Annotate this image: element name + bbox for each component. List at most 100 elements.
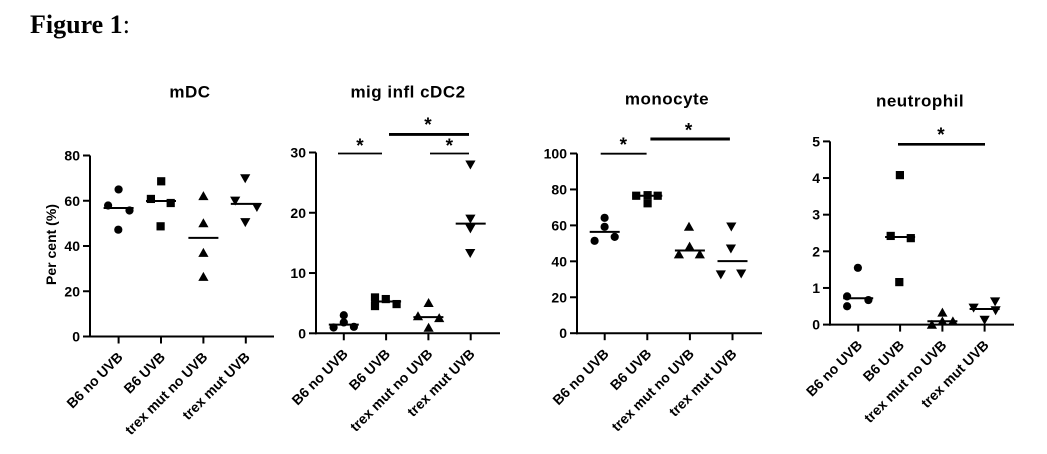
data-point-circle <box>329 323 338 332</box>
data-point-triangle-down <box>465 160 476 170</box>
data-point-triangle-down <box>990 306 1001 316</box>
figure-label: Figure 1: <box>30 10 130 40</box>
panel-title: mDC <box>169 83 210 102</box>
data-point-triangle-up <box>198 271 209 281</box>
data-point-triangle-down <box>230 196 241 206</box>
y-tick-label: 40 <box>551 253 567 269</box>
data-point-circle <box>339 311 348 320</box>
series-square <box>632 191 663 208</box>
significance-asterisk: * <box>685 120 693 141</box>
significance-asterisk: * <box>424 115 432 136</box>
data-point-triangle-down <box>465 249 476 259</box>
data-point-triangle-up <box>423 322 434 332</box>
panel-title: neutrophil <box>876 92 964 111</box>
data-point-triangle-up <box>423 297 434 307</box>
data-point-square <box>146 194 155 204</box>
data-point-triangle-down <box>240 174 251 184</box>
x-category-label: B6 no UVB <box>63 349 125 411</box>
data-point-triangle-up <box>683 221 695 231</box>
data-point-square <box>381 294 390 304</box>
x-category-label: B6 no UVB <box>549 346 611 408</box>
y-tick-label: 0 <box>298 325 306 341</box>
x-category-label: B6 no UVB <box>803 337 865 399</box>
data-point-triangle-up <box>937 316 948 326</box>
data-point-triangle-up <box>412 311 424 321</box>
data-point-square <box>643 191 652 200</box>
data-point-triangle-down <box>726 222 737 232</box>
data-point-triangle-down <box>725 244 736 254</box>
data-point-triangle-up <box>198 218 209 228</box>
figure-label-bold: Figure 1 <box>30 10 123 39</box>
data-point-square <box>895 277 904 287</box>
series-triangle-down <box>230 174 262 228</box>
figure-label-colon: : <box>122 10 130 39</box>
data-point-square <box>886 231 895 241</box>
series-circle <box>589 213 620 245</box>
data-point-circle <box>600 213 609 222</box>
y-tick-label: 0 <box>812 317 820 333</box>
data-point-triangle-down <box>251 202 262 212</box>
data-point-circle <box>349 322 358 331</box>
significance-asterisk: * <box>356 136 364 157</box>
data-point-square <box>653 191 662 200</box>
data-point-square <box>157 177 166 186</box>
data-point-triangle-down <box>968 303 979 313</box>
significance-asterisk: * <box>937 125 945 146</box>
y-tick-label: 2 <box>812 243 820 259</box>
data-point-triangle-up <box>673 249 684 259</box>
data-point-triangle-up <box>947 316 958 326</box>
y-tick-label: 60 <box>551 217 567 233</box>
data-point-triangle-up <box>926 319 937 329</box>
series-circle <box>103 185 134 234</box>
x-category-label: B6 no UVB <box>288 346 350 408</box>
data-point-circle <box>114 225 123 234</box>
data-point-circle <box>843 292 852 301</box>
y-tick-label: 20 <box>64 283 80 299</box>
series-triangle-up <box>926 307 958 329</box>
y-tick-label: 3 <box>812 207 820 223</box>
series-triangle-down <box>455 160 486 259</box>
data-point-circle <box>610 232 619 241</box>
y-tick-label: 10 <box>290 265 306 281</box>
series-circle <box>843 263 874 311</box>
data-point-triangle-down <box>979 315 990 325</box>
data-point-triangle-down <box>715 270 726 280</box>
data-point-triangle-up <box>694 249 705 259</box>
data-point-triangle-down <box>465 214 476 224</box>
data-point-triangle-down <box>990 297 1001 307</box>
significance-asterisk: * <box>446 136 454 157</box>
data-point-circle <box>843 302 852 311</box>
data-point-square <box>156 222 165 231</box>
y-tick-label: 20 <box>290 205 306 221</box>
series-circle <box>328 311 359 332</box>
data-point-triangle-down <box>736 269 747 279</box>
data-point-triangle-down <box>240 218 251 228</box>
y-tick-label: 80 <box>551 181 567 197</box>
y-tick-label: 0 <box>72 329 80 345</box>
data-point-square <box>370 301 380 311</box>
data-point-square <box>392 299 401 309</box>
data-point-triangle-up <box>198 247 209 257</box>
data-point-triangle-up <box>684 241 695 251</box>
series-square <box>146 177 176 231</box>
data-point-triangle-up <box>198 191 209 201</box>
data-point-circle <box>114 185 123 194</box>
y-tick-label: 4 <box>812 170 820 186</box>
panel-title: monocyte <box>625 90 709 109</box>
data-point-triangle-down <box>465 224 476 234</box>
y-tick-label: 30 <box>290 144 306 160</box>
data-point-square <box>906 234 915 243</box>
data-point-circle <box>600 222 609 231</box>
data-point-triangle-up <box>434 313 445 323</box>
data-point-square <box>643 199 652 208</box>
y-tick-label: 5 <box>812 133 820 149</box>
data-point-circle <box>125 206 134 215</box>
panel-title: mig infl cDC2 <box>350 83 465 102</box>
data-point-square <box>632 191 641 200</box>
